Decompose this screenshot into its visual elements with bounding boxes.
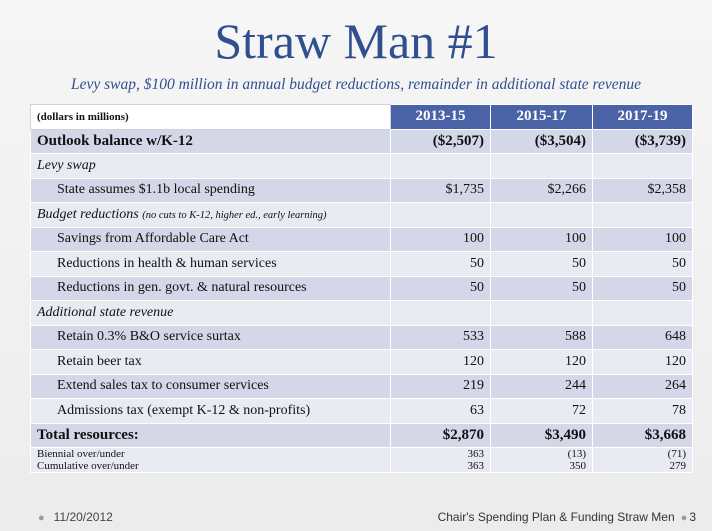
cell-value: 100 <box>390 226 491 252</box>
cell-value: 78 <box>592 398 693 424</box>
summary-values: 363 363 <box>390 447 491 473</box>
cell-value: 120 <box>390 349 491 375</box>
footer-caption: Chair's Spending Plan & Funding Straw Me… <box>437 510 675 524</box>
table-header-row: (dollars in millions) 2013-15 2015-17 20… <box>30 104 693 130</box>
cell-value: ($3,739) <box>592 128 693 154</box>
row-label: Total resources: <box>30 422 391 448</box>
cell-value: $2,870 <box>390 422 491 448</box>
slide-subtitle: Levy swap, $100 million in annual budget… <box>71 76 641 93</box>
cell-value: $3,490 <box>490 422 593 448</box>
section-heading: Levy swap <box>30 153 391 179</box>
cumulative-label: Cumulative over/under <box>37 460 139 472</box>
section-heading-row: Levy swap <box>30 153 693 179</box>
budget-table: (dollars in millions) 2013-15 2015-17 20… <box>30 104 693 473</box>
year-header: 2013-15 <box>390 104 491 130</box>
slide-title: Straw Man #1 <box>214 13 498 69</box>
cell-value: 120 <box>490 349 593 375</box>
table-row: Savings from Affordable Care Act 100 100… <box>30 226 693 252</box>
cell-value: $2,358 <box>592 177 693 203</box>
cell-value: 120 <box>592 349 693 375</box>
table-row: Retain 0.3% B&O service surtax 533 588 6… <box>30 324 693 350</box>
cell-value: 50 <box>490 251 593 277</box>
cell-value: 100 <box>490 226 593 252</box>
page-number: 3 <box>689 510 696 524</box>
row-label: Extend sales tax to consumer services <box>30 373 391 399</box>
bullet-icon: ● <box>680 512 688 524</box>
cell-value: 588 <box>490 324 593 350</box>
cell-value: 648 <box>592 324 693 350</box>
table-row: Extend sales tax to consumer services 21… <box>30 373 693 399</box>
summary-values: (71) 279 <box>592 447 693 473</box>
row-label: Retain beer tax <box>30 349 391 375</box>
cell-value: (71) <box>667 448 686 461</box>
table-row: Retain beer tax 120 120 120 <box>30 349 693 375</box>
cell-value: (13) <box>567 448 586 461</box>
cell-value: 72 <box>490 398 593 424</box>
section-heading-text: Budget reductions <box>37 206 139 222</box>
row-label: Reductions in gen. govt. & natural resou… <box>30 275 391 301</box>
table-row: Reductions in health & human services 50… <box>30 251 693 277</box>
outlook-row: Outlook balance w/K-12 ($2,507) ($3,504)… <box>30 128 693 154</box>
cell-value: 264 <box>592 373 693 399</box>
footer-date-block: ● 11/20/2012 <box>38 510 113 524</box>
cell-value: 350 <box>569 460 587 472</box>
table-row: Reductions in gen. govt. & natural resou… <box>30 275 693 301</box>
footer-date: 11/20/2012 <box>53 510 113 524</box>
row-label: Outlook balance w/K-12 <box>30 128 391 154</box>
row-label: Admissions tax (exempt K-12 & non-profit… <box>30 398 391 424</box>
section-note: (no cuts to K-12, higher ed., early lear… <box>142 209 327 221</box>
cell-value: ($2,507) <box>390 128 491 154</box>
section-heading: Additional state revenue <box>30 300 391 326</box>
table-row: State assumes $1.1b local spending $1,73… <box>30 177 693 203</box>
cell-value: 63 <box>390 398 491 424</box>
cell-value: 219 <box>390 373 491 399</box>
cell-value: 50 <box>390 275 491 301</box>
cell-value: ($3,504) <box>490 128 593 154</box>
row-label: Retain 0.3% B&O service surtax <box>30 324 391 350</box>
cell-value: 279 <box>669 460 687 472</box>
cell-value: 50 <box>490 275 593 301</box>
section-heading-row: Budget reductions (no cuts to K-12, high… <box>30 202 693 228</box>
footer-caption-block: Chair's Spending Plan & Funding Straw Me… <box>438 510 696 524</box>
cell-value: $2,266 <box>490 177 593 203</box>
summary-values: (13) 350 <box>490 447 593 473</box>
summary-labels: Biennial over/under Cumulative over/unde… <box>30 447 391 473</box>
cell-value: $1,735 <box>390 177 491 203</box>
cell-value: 533 <box>390 324 491 350</box>
bullet-icon: ● <box>38 512 45 524</box>
cell-value: 50 <box>390 251 491 277</box>
row-label: Savings from Affordable Care Act <box>30 226 391 252</box>
year-header: 2017-19 <box>592 104 693 130</box>
biennial-label: Biennial over/under <box>37 448 125 461</box>
cell-value: 244 <box>490 373 593 399</box>
row-label: Reductions in health & human services <box>30 251 391 277</box>
cell-value: $3,668 <box>592 422 693 448</box>
cell-value: 100 <box>592 226 693 252</box>
cell-value: 363 <box>467 460 485 472</box>
table-row: Admissions tax (exempt K-12 & non-profit… <box>30 398 693 424</box>
total-row: Total resources: $2,870 $3,490 $3,668 <box>30 422 693 448</box>
row-label: State assumes $1.1b local spending <box>30 177 391 203</box>
units-label: (dollars in millions) <box>30 104 391 130</box>
summary-row: Biennial over/under Cumulative over/unde… <box>30 447 693 473</box>
section-heading-row: Additional state revenue <box>30 300 693 326</box>
cell-value: 50 <box>592 251 693 277</box>
cell-value: 363 <box>467 448 485 461</box>
section-heading: Budget reductions (no cuts to K-12, high… <box>30 202 391 228</box>
year-header: 2015-17 <box>490 104 593 130</box>
cell-value: 50 <box>592 275 693 301</box>
